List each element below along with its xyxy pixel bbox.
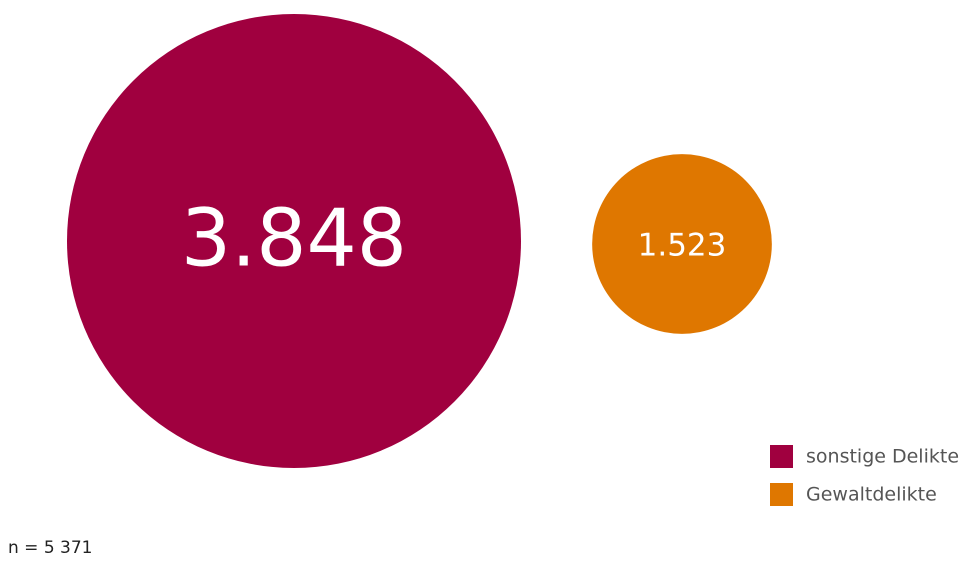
bubble [67, 14, 521, 468]
bubble-label: 1.523 [638, 228, 727, 264]
bubble [592, 154, 772, 334]
bubble-label: 3.848 [181, 192, 407, 284]
legend-label: Gewaltdelikte [806, 484, 937, 506]
legend-label: sonstige Delikte [806, 446, 959, 468]
note: n = 5 371 [8, 538, 93, 558]
legend-swatch [770, 483, 793, 506]
legend-swatch [770, 445, 793, 468]
